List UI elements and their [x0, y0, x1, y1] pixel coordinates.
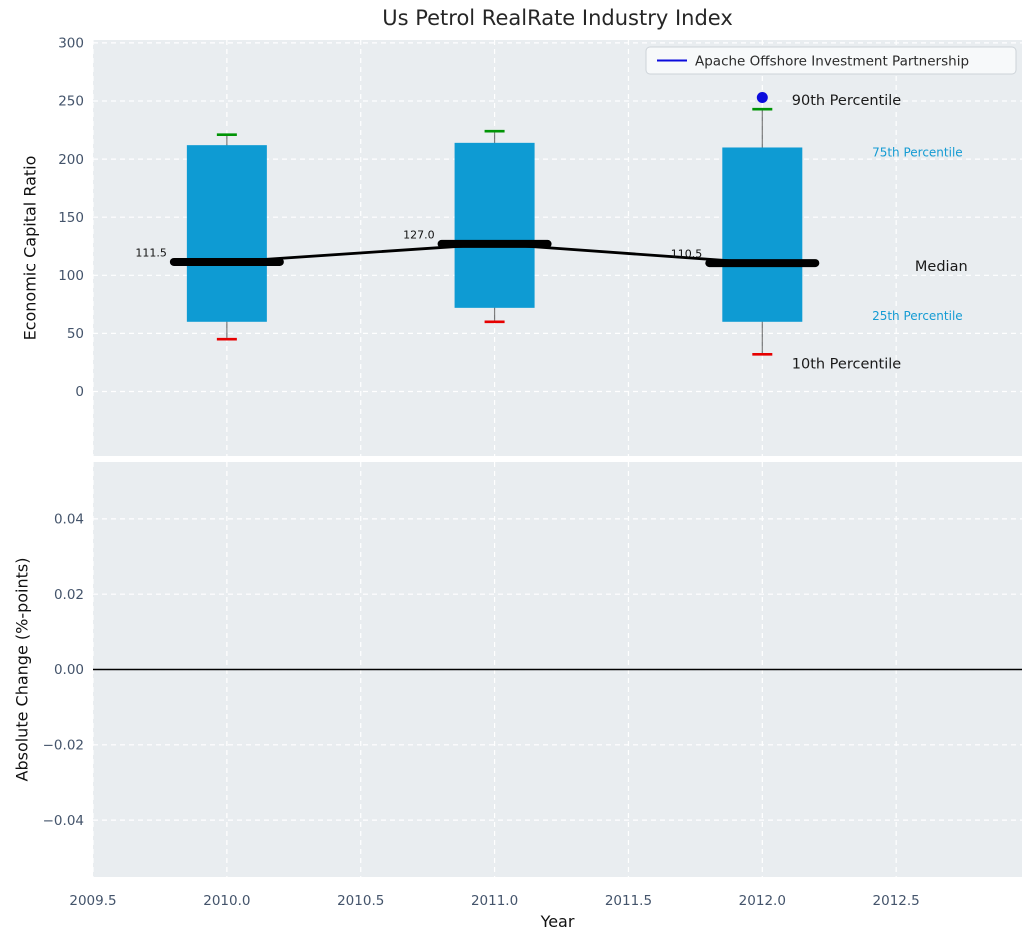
annotation-p10: 10th Percentile: [792, 357, 902, 373]
percentile-90-dot: [756, 92, 768, 104]
annotation-median: Median: [915, 259, 968, 275]
annotation-p90: 90th Percentile: [792, 93, 902, 109]
box-2011: [454, 142, 535, 308]
xtick-2011.0: 2011.0: [471, 893, 518, 909]
legend-box: [645, 46, 1017, 75]
annotation-p75: 75th Percentile: [872, 145, 963, 159]
median-value-label-2010: 111.5: [135, 246, 167, 259]
xtick-2010.5: 2010.5: [337, 893, 384, 909]
xtick-2009.5: 2009.5: [69, 893, 116, 909]
xtick-2010.0: 2010.0: [203, 893, 250, 909]
median-value-label-2011: 127.0: [403, 228, 435, 241]
ytick-bottom-1: 0.02: [54, 587, 84, 603]
ytick-top-300: 300: [58, 36, 84, 52]
ytick-bottom-0: 0.04: [54, 512, 84, 528]
legend-label: Apache Offshore Investment Partnership: [695, 54, 969, 70]
ytick-bottom-3: −0.02: [43, 738, 84, 754]
ytick-top-250: 250: [58, 94, 84, 110]
annotation-p25: 25th Percentile: [872, 309, 963, 323]
xtick-2012.5: 2012.5: [873, 893, 920, 909]
ytick-top-100: 100: [58, 268, 84, 284]
ytick-top-50: 50: [67, 326, 84, 342]
x-axis-label: Year: [540, 912, 575, 931]
box-2012: [722, 147, 803, 322]
y-axis-label-bottom: Absolute Change (%-points): [13, 558, 32, 782]
ytick-top-200: 200: [58, 152, 84, 168]
chart-title: Us Petrol RealRate Industry Index: [382, 6, 733, 30]
ytick-top-150: 150: [58, 210, 84, 226]
xtick-2011.5: 2011.5: [605, 893, 652, 909]
ytick-bottom-2: 0.00: [54, 662, 84, 678]
median-value-label-2012: 110.5: [671, 248, 703, 261]
xtick-2012.0: 2012.0: [739, 893, 786, 909]
y-axis-label-top: Economic Capital Ratio: [21, 156, 40, 341]
box-2010: [186, 145, 267, 322]
ytick-bottom-4: −0.04: [43, 813, 84, 829]
ytick-top-0: 0: [75, 384, 84, 400]
